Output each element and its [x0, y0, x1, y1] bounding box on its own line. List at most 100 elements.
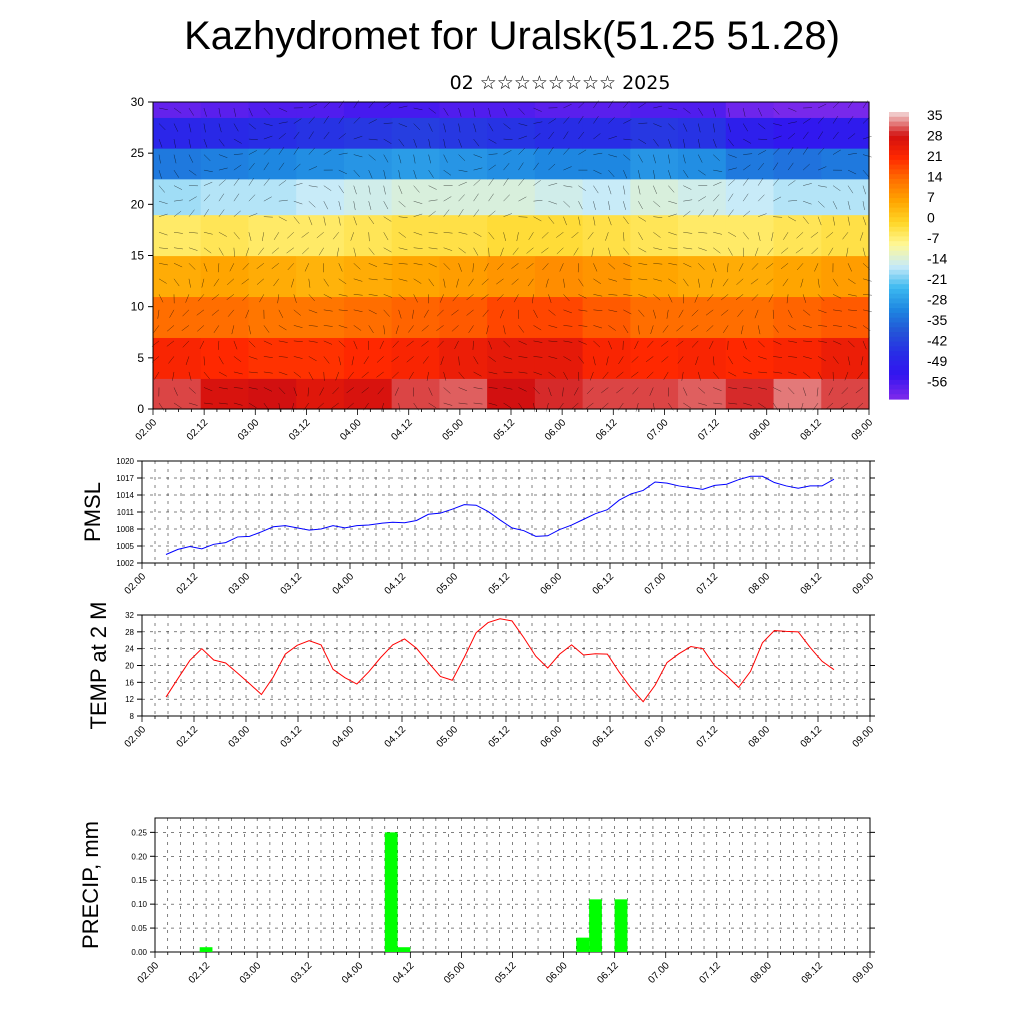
wind-barb — [488, 340, 493, 350]
wind-barb — [758, 138, 768, 140]
heatmap-cell — [773, 102, 822, 118]
wind-barb — [623, 232, 625, 242]
wind-barb — [638, 102, 646, 109]
wind-barb — [653, 185, 658, 195]
wind-barb — [488, 402, 498, 406]
x-tick-label: 06.12 — [591, 724, 617, 750]
wind-barb — [153, 325, 160, 333]
wind-barb — [158, 213, 168, 217]
wind-barb — [728, 167, 737, 171]
wind-barb — [593, 309, 603, 312]
wind-barb — [273, 278, 280, 287]
wind-barb — [593, 263, 598, 272]
wind-barb — [173, 169, 180, 178]
wind-barb — [323, 216, 326, 226]
wind-barb — [847, 152, 857, 155]
wind-barb — [533, 216, 542, 222]
wind-barb — [458, 169, 468, 172]
colorbar-segment — [889, 121, 909, 127]
wind-barb — [383, 232, 389, 241]
wind-barb — [173, 263, 183, 268]
wind-barb — [817, 278, 820, 288]
heatmap-cell — [678, 148, 727, 180]
wind-barb — [862, 247, 866, 257]
heatmap-cell — [678, 337, 727, 379]
wind-barb — [743, 387, 753, 389]
wind-barb — [248, 194, 256, 202]
heatmap-cell — [248, 255, 297, 298]
wind-barb — [593, 169, 602, 175]
wind-barb — [293, 200, 303, 205]
heatmap-cell — [153, 102, 202, 118]
wind-barb — [323, 309, 333, 312]
wind-barb — [698, 107, 704, 116]
wind-barb — [698, 196, 707, 202]
wind-barb — [677, 356, 684, 364]
wind-barb — [458, 194, 465, 202]
wind-barb — [233, 193, 240, 202]
wind-barb — [293, 309, 301, 316]
heatmap-cell — [821, 178, 870, 216]
wind-barb — [263, 147, 271, 155]
wind-barb — [428, 154, 431, 164]
colorbar-segment — [889, 112, 909, 118]
precip-bar — [589, 899, 602, 952]
wind-barb — [203, 371, 210, 380]
heatmap-cell — [487, 255, 536, 298]
heatmap-cell — [821, 102, 870, 118]
wind-barb — [578, 309, 588, 312]
heatmap-cell — [678, 214, 727, 257]
wind-barb — [368, 201, 372, 210]
wind-barb — [158, 200, 168, 205]
heatmap-cell — [678, 117, 727, 149]
wind-barb — [188, 209, 195, 217]
wind-barb — [810, 232, 819, 238]
heatmap-cell — [343, 102, 393, 118]
wind-barb — [623, 201, 626, 210]
wind-barb — [394, 387, 399, 396]
wind-barb — [308, 340, 318, 343]
wind-barb — [518, 196, 527, 202]
wind-barb — [788, 356, 798, 358]
wind-barb — [398, 216, 408, 219]
wind-barb — [846, 247, 849, 257]
wind-barb — [608, 117, 615, 124]
heatmap-cell — [296, 296, 345, 338]
wind-barb — [293, 356, 303, 359]
y-tick-label: 0.05 — [131, 924, 147, 933]
wind-barb — [578, 294, 587, 299]
wind-barb — [488, 210, 496, 217]
wind-barb — [443, 169, 452, 176]
colorbar-label: -49 — [927, 353, 947, 369]
heatmap-cell — [248, 148, 297, 180]
heatmap-cell — [439, 102, 488, 118]
wind-barb — [767, 247, 774, 255]
wind-barb — [802, 131, 809, 140]
wind-barb — [398, 278, 408, 282]
wind-barb — [533, 387, 540, 395]
wind-barb — [788, 340, 798, 343]
wind-barb — [518, 371, 528, 374]
wind-barb — [458, 123, 461, 133]
y-tick-label: 24 — [125, 645, 134, 654]
wind-barb — [233, 340, 238, 350]
wind-barb — [233, 232, 240, 240]
x-tick-label: 07.00 — [645, 417, 671, 443]
heatmap-cell — [487, 214, 536, 257]
wind-barb — [847, 278, 856, 284]
wind-barb — [473, 193, 479, 202]
wind-barb — [857, 371, 864, 380]
heatmap-cell — [725, 214, 775, 257]
heatmap-cell — [582, 296, 631, 338]
wind-barb — [608, 294, 618, 296]
wind-barb — [773, 356, 783, 358]
wind-barb — [473, 387, 483, 390]
wind-barb — [173, 154, 177, 164]
wind-barb — [668, 263, 678, 266]
wind-barb — [712, 107, 717, 117]
wind-barb — [817, 294, 825, 302]
heatmap-cell — [534, 296, 584, 338]
wind-barb — [203, 154, 211, 162]
wind-barb — [802, 146, 809, 155]
